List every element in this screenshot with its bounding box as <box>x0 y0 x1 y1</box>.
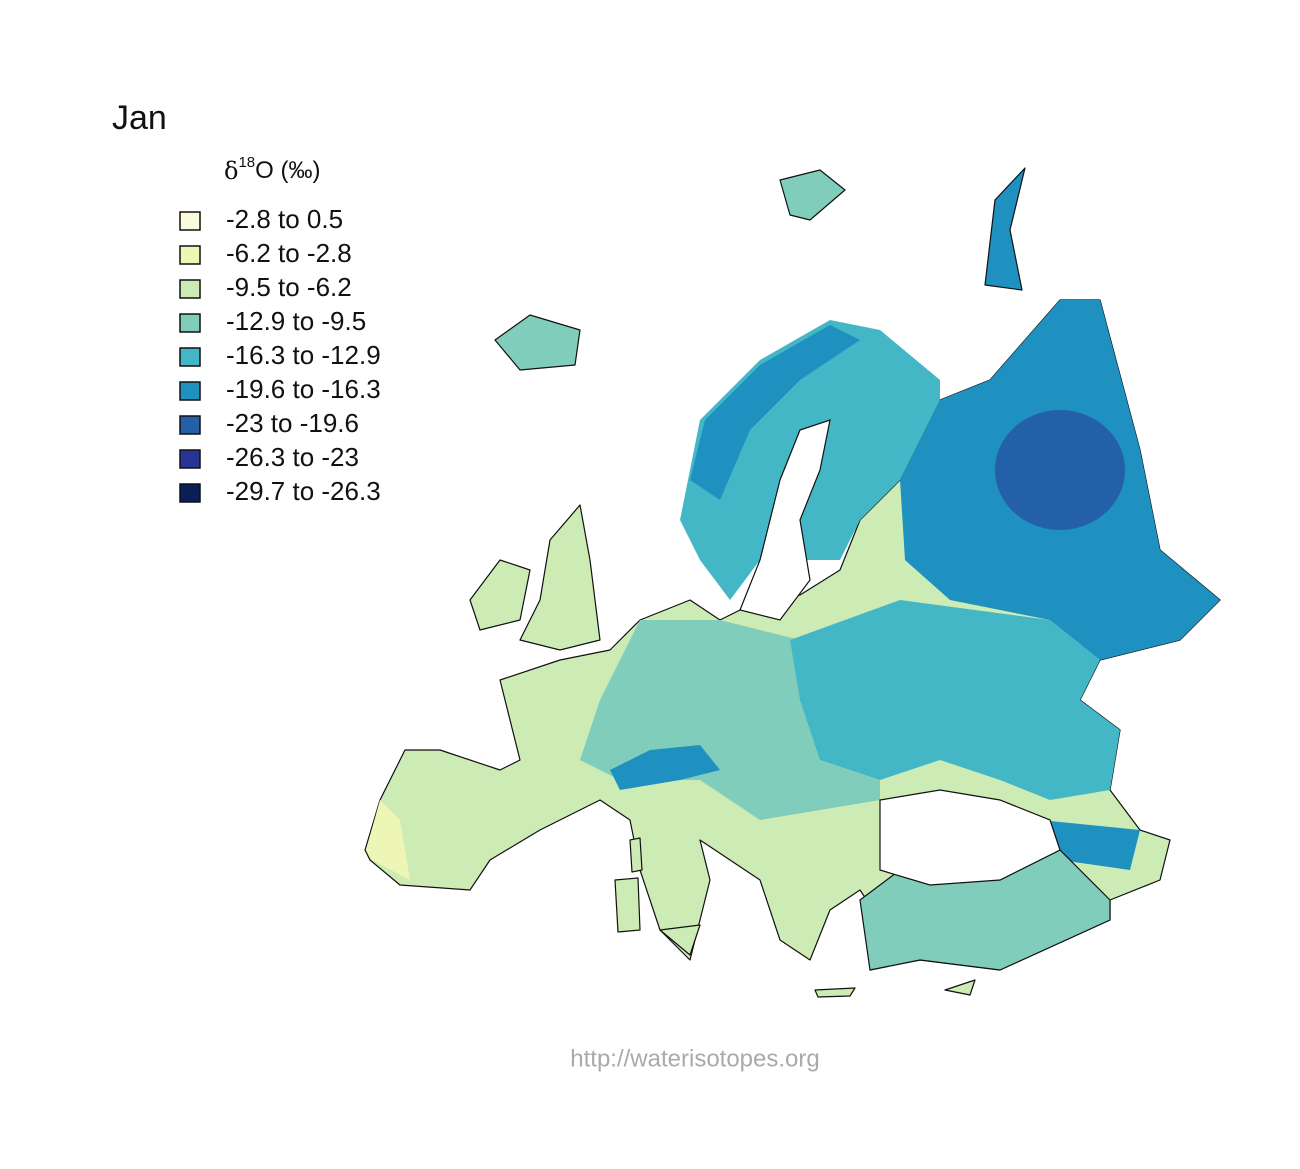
legend-swatch <box>179 347 201 367</box>
portugal-zone <box>366 800 410 880</box>
norway-mountains-zone <box>690 325 860 500</box>
legend-label: -29.7 to -26.3 <box>226 476 381 506</box>
legend-swatch <box>179 313 201 333</box>
legend-swatch <box>179 279 201 299</box>
urals-zone <box>995 410 1125 530</box>
legend-swatch <box>179 449 201 469</box>
corsica <box>629 837 643 873</box>
legend-label: -12.9 to -9.5 <box>226 306 366 336</box>
legend-label: -26.3 to -23 <box>226 442 359 472</box>
legend-label: -19.6 to -16.3 <box>226 374 381 404</box>
legend: -2.8 to 0.5 -6.2 to -2.8 -9.5 to -6.2 -12.9… <box>179 204 381 506</box>
baltic-sea <box>739 419 831 621</box>
legend-label: -6.2 to -2.8 <box>226 238 352 268</box>
alps-zone <box>610 745 720 790</box>
legend-title-superscript: 18 <box>238 154 255 171</box>
legend-swatch <box>179 245 201 265</box>
cyprus <box>944 979 976 996</box>
black-sea <box>879 789 1061 886</box>
legend-swatch <box>179 381 201 401</box>
ireland <box>469 559 531 631</box>
eastern-europe-zone <box>790 600 1120 800</box>
legend-title: δ18O (‰) <box>224 154 320 185</box>
legend-swatch <box>179 211 201 231</box>
legend-swatch <box>179 415 201 435</box>
iceland <box>494 314 581 371</box>
legend-title-symbol: δ <box>224 157 238 185</box>
legend-label: -23 to -19.6 <box>226 408 359 438</box>
legend-swatch <box>179 483 201 503</box>
legend-label: -16.3 to -12.9 <box>226 340 381 370</box>
map-title: Jan <box>112 99 167 137</box>
legend-label: -2.8 to 0.5 <box>226 204 343 234</box>
footer-url: http://waterisotopes.org <box>570 1045 819 1072</box>
legend-title-rest: O (‰) <box>255 157 320 184</box>
crete <box>814 987 856 998</box>
svalbard <box>779 169 846 221</box>
legend-label: -9.5 to -6.2 <box>226 272 352 302</box>
europe-map <box>364 167 1221 998</box>
great-britain <box>519 504 601 651</box>
sicily <box>659 924 701 956</box>
novaya-zemlya <box>984 167 1026 291</box>
sardinia <box>614 877 641 933</box>
